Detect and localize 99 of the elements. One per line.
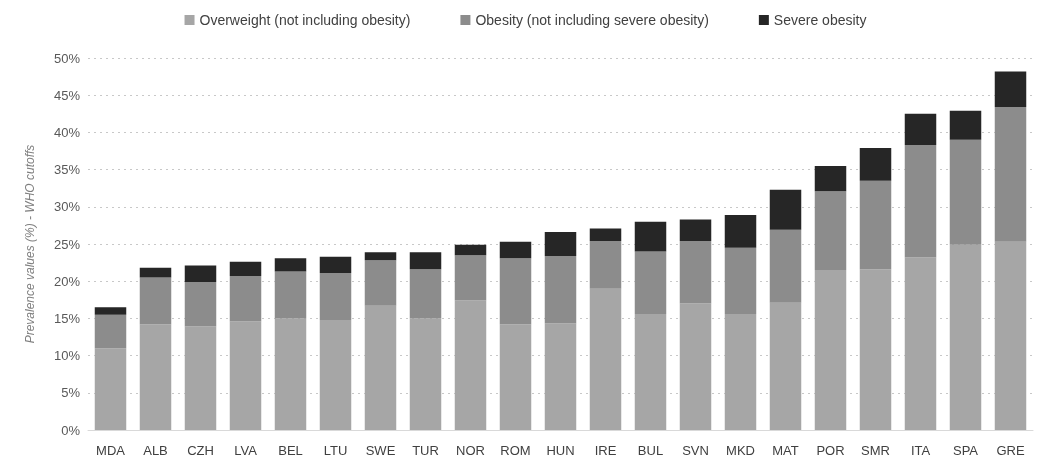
bar [769,229,802,303]
bar [994,71,1027,108]
bar [139,324,172,430]
bar [319,256,352,274]
y-tick-label: 45% [53,87,81,103]
y-tick-label: 10% [53,348,81,364]
x-tick-label: ALB [143,443,168,458]
bar [454,300,487,430]
x-tick-label: LVA [234,443,258,458]
bar [724,247,757,314]
bar [859,148,892,181]
bar [409,318,442,430]
x-tick-label: CZH [187,443,214,458]
bar [499,258,532,325]
bar [139,267,172,278]
bar [274,318,307,430]
bar [229,321,262,430]
bar [814,270,847,430]
y-tick-label: 15% [53,310,81,326]
bar [679,303,712,430]
x-tick-label: ROM [500,443,531,458]
bar [904,257,937,430]
bar [949,139,982,245]
legend-label: Severe obesity [773,12,867,28]
bar [544,255,577,324]
x-tick-label: ITA [910,443,931,458]
bar [904,113,937,146]
bar [229,261,262,276]
bar [994,107,1027,242]
bar [679,241,712,304]
bar [499,241,532,259]
bar [499,324,532,430]
x-tick-label: POR [816,443,845,458]
bar [94,314,127,349]
bar [634,221,667,252]
bar [229,275,262,322]
bar [409,269,442,319]
bar [409,252,442,270]
bar [364,252,397,261]
x-tick-label: SVN [682,443,709,458]
bar [859,269,892,430]
bar [319,319,352,430]
bar [634,313,667,430]
y-tick-label: 35% [53,162,81,178]
x-tick-label: MDA [96,443,126,458]
bar [679,219,712,242]
bar [184,281,217,327]
bar [994,241,1027,430]
bar [949,244,982,430]
bar [544,232,577,256]
bar [589,241,622,289]
bar [814,191,847,271]
bar [454,244,487,256]
bar [94,307,127,315]
y-axis-title: Prevalence values (%) - WHO cutoffs [23,144,37,344]
bar [139,277,172,325]
bar [724,313,757,430]
bar [184,326,217,430]
bar [364,260,397,306]
x-tick-label: MAT [772,443,799,458]
bar [454,255,487,301]
y-tick-label: 50% [53,50,81,66]
y-tick-label: 25% [53,236,81,252]
x-tick-label: IRE [594,443,617,458]
bar [859,180,892,270]
y-tick-label: 40% [53,124,81,140]
bar [769,302,802,430]
y-tick-label: 20% [53,273,81,289]
y-tick-label: 0% [61,422,81,438]
bar [634,251,667,314]
y-tick-label: 30% [53,199,81,215]
bar [319,273,352,320]
bar [724,214,757,248]
bar [769,189,802,230]
bar [274,258,307,272]
x-tick-label: SWE [365,443,396,458]
bar [904,145,937,258]
legend-label: Obesity (not including severe obesity) [475,12,709,28]
x-tick-label: SMR [861,443,890,458]
x-tick-label: TUR [412,443,439,458]
x-tick-label: BEL [278,443,303,458]
x-tick-label: BUL [637,443,664,458]
bar [94,348,127,430]
x-tick-label: NOR [456,443,485,458]
bar [184,265,217,282]
x-tick-label: HUN [546,443,575,458]
bar [814,165,847,192]
y-tick-label: 5% [61,385,81,401]
x-tick-label: MKD [726,443,755,458]
bar [589,288,622,430]
bar [274,271,307,319]
x-tick-label: LTU [323,443,348,458]
bar [949,110,982,140]
legend-label: Overweight (not including obesity) [199,12,411,28]
x-tick-label: GRE [996,443,1025,458]
bar [544,323,577,430]
bar [364,305,397,430]
x-tick-label: SPA [952,443,979,458]
bar [589,228,622,242]
